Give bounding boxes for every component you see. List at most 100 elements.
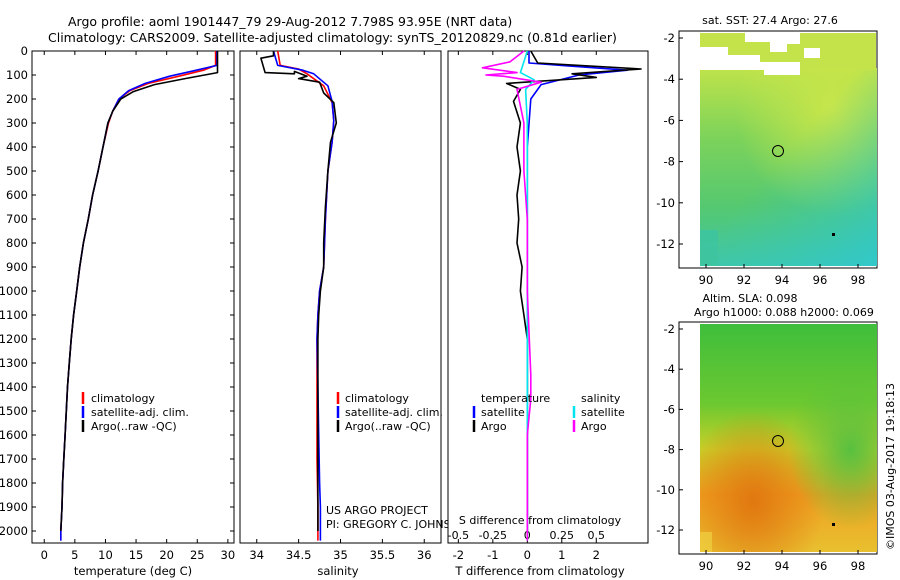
imos-timestamp: ©IMOS 03-Aug-2017 19:18:13: [884, 383, 897, 550]
map-y-tick-label: -2: [664, 322, 675, 336]
map-y-tick-label: -8: [664, 443, 675, 457]
difference-panel: -2 -1 0 1 2-0.5 -0.25 0 0.25 0.5 temperature sal…: [447, 50, 649, 578]
depth-tick-label: 1500: [0, 404, 28, 418]
legend-label-argo: Argo(..raw -QC): [91, 420, 177, 433]
x-tick-label: 34.5: [286, 548, 312, 562]
map-y-tick-label: -12: [656, 237, 675, 251]
depth-tick-label: 1700: [0, 452, 28, 466]
salinity-x-label: salinity: [317, 564, 358, 578]
depth-tick-label: 1100: [0, 308, 28, 322]
temperature-x-axis: 0 5 10 15 20 25 30: [41, 51, 236, 562]
series-line-temperature-argo: [505, 50, 642, 531]
dot-marker-icon: [832, 233, 835, 236]
map-x-tick-label: 98: [851, 559, 866, 573]
legend-label-satellite: satellite-adj. clim.: [91, 406, 189, 419]
legend-label-salinity-argo: Argo: [581, 420, 607, 433]
x-tick-label: 30: [221, 548, 236, 562]
depth-tick-label: 1400: [0, 380, 28, 394]
sst-field: [700, 33, 877, 266]
map-x-tick-label: 90: [699, 559, 714, 573]
legend-label-temperature-argo: Argo: [481, 420, 507, 433]
difference-x-axis: -2 -1 0 1 2-0.5 -0.25 0 0.25 0.5: [448, 51, 605, 562]
project-annotation-line2: PI: GREGORY C. JOHNSON: [326, 518, 467, 531]
map-y-tick-label: -8: [664, 155, 675, 169]
legend-header-salinity: salinity: [581, 392, 621, 405]
map-y-tick-label: -6: [664, 113, 675, 127]
depth-tick-label: 100: [6, 68, 28, 82]
difference-plot-frame: [447, 50, 649, 544]
x-tick-label: -2: [453, 548, 464, 562]
x-tick-label: 15: [129, 548, 144, 562]
x-tick-label: 25: [190, 548, 205, 562]
depth-tick-label: 1900: [0, 500, 28, 514]
sst-map-axes: 90 92 94 96 98 -2 -4 -6 -8 -10 -12: [656, 31, 865, 287]
sla-map-title1: Altim. SLA: 0.098: [702, 292, 797, 305]
salinity-legend: climatology satellite-adj. clim. Argo(..…: [336, 392, 443, 433]
sst-map-title: sat. SST: 27.4 Argo: 27.6: [702, 14, 838, 27]
salinity-panel: 34 34.5 35 35.5 36 climatology satellite-adj…: [239, 50, 467, 578]
x-tick-label: 2: [593, 548, 600, 562]
salinity-x-axis: 34 34.5 35 35.5 36: [249, 51, 432, 562]
temperature-x-label: temperature (deg C): [74, 564, 192, 578]
sla-map-axes: 90 92 94 96 98 -2 -4 -6 -8 -10 -12: [656, 322, 865, 573]
salinity-plot-frame: [239, 50, 442, 544]
map-y-tick-label: -4: [664, 362, 675, 376]
x-tick-label: 0: [524, 548, 531, 562]
series-line-salinity-argo: [481, 50, 542, 541]
x2-tick-label: 0.25: [550, 529, 575, 542]
x-tick-label: 20: [159, 548, 174, 562]
x-tick-label: -1: [487, 548, 498, 562]
depth-tick-label: 1600: [0, 428, 28, 442]
map-x-tick-label: 92: [737, 273, 752, 287]
sst-map: sat. SST: 27.4 Argo: 27.6 90 92 94 96 98 -2 -4…: [656, 14, 878, 287]
map-y-tick-label: -6: [664, 402, 675, 416]
argo-float-marker-icon: [772, 145, 784, 157]
temperature-panel: 0100200300400500600700800900100011001200…: [0, 44, 648, 578]
depth-tick-label: 200: [6, 92, 28, 106]
x2-tick-label: -0.25: [479, 529, 507, 542]
dot-marker-icon: [832, 523, 835, 526]
map-x-tick-label: 96: [813, 559, 828, 573]
sla-field: [700, 324, 877, 552]
header-line1: Argo profile: aoml 1901447_79 29-Aug-201…: [68, 14, 512, 29]
map-y-tick-label: -10: [656, 483, 675, 497]
depth-tick-label: 800: [6, 236, 28, 250]
legend-label-climatology: climatology: [91, 392, 155, 405]
legend-label-argo: Argo(..raw -QC): [345, 420, 431, 433]
depth-tick-label: 400: [6, 140, 28, 154]
map-y-tick-label: -10: [656, 196, 675, 210]
argo-float-marker-icon: [772, 435, 784, 447]
legend-label-salinity-satellite: satellite: [581, 406, 625, 419]
legend-label-temperature-satellite: satellite: [481, 406, 525, 419]
series-line-salinity-satellite: [519, 50, 536, 541]
legend-label-climatology: climatology: [345, 392, 409, 405]
difference-legend: temperature salinity satellite Argo sate…: [472, 392, 625, 433]
map-x-tick-label: 90: [699, 273, 714, 287]
project-annotation-line1: US ARGO PROJECT: [326, 504, 428, 517]
difference-profiles: [481, 50, 642, 541]
x-tick-label: 35.5: [370, 548, 396, 562]
depth-tick-label: 300: [6, 116, 28, 130]
sla-map: Altim. SLA: 0.098 Argo h1000: 0.088 h200…: [656, 292, 878, 573]
depth-tick-label: 0: [21, 44, 28, 58]
depth-tick-label: 1000: [0, 284, 28, 298]
x2-tick-label: 0.5: [588, 529, 606, 542]
sla-map-title2: Argo h1000: 0.088 h2000: 0.069: [694, 306, 874, 319]
temperature-legend: climatology satellite-adj. clim. Argo(..…: [81, 392, 189, 433]
map-x-tick-label: 94: [775, 559, 790, 573]
temperature-profiles: [59, 51, 219, 541]
salinity-profiles: [260, 50, 338, 541]
temperature-plot-frame: [31, 50, 235, 544]
map-x-tick-label: 94: [775, 273, 790, 287]
depth-tick-label: 1800: [0, 476, 28, 490]
map-x-tick-label: 92: [737, 559, 752, 573]
map-y-tick-label: -2: [664, 31, 675, 45]
x2-tick-label: -0.5: [448, 529, 469, 542]
map-y-tick-label: -4: [664, 72, 675, 86]
x-tick-label: 34: [249, 548, 264, 562]
depth-tick-label: 2000: [0, 524, 28, 538]
x-tick-label: 10: [98, 548, 113, 562]
difference-x-label: T difference from climatology: [454, 564, 625, 578]
legend-header-temperature: temperature: [481, 392, 550, 405]
